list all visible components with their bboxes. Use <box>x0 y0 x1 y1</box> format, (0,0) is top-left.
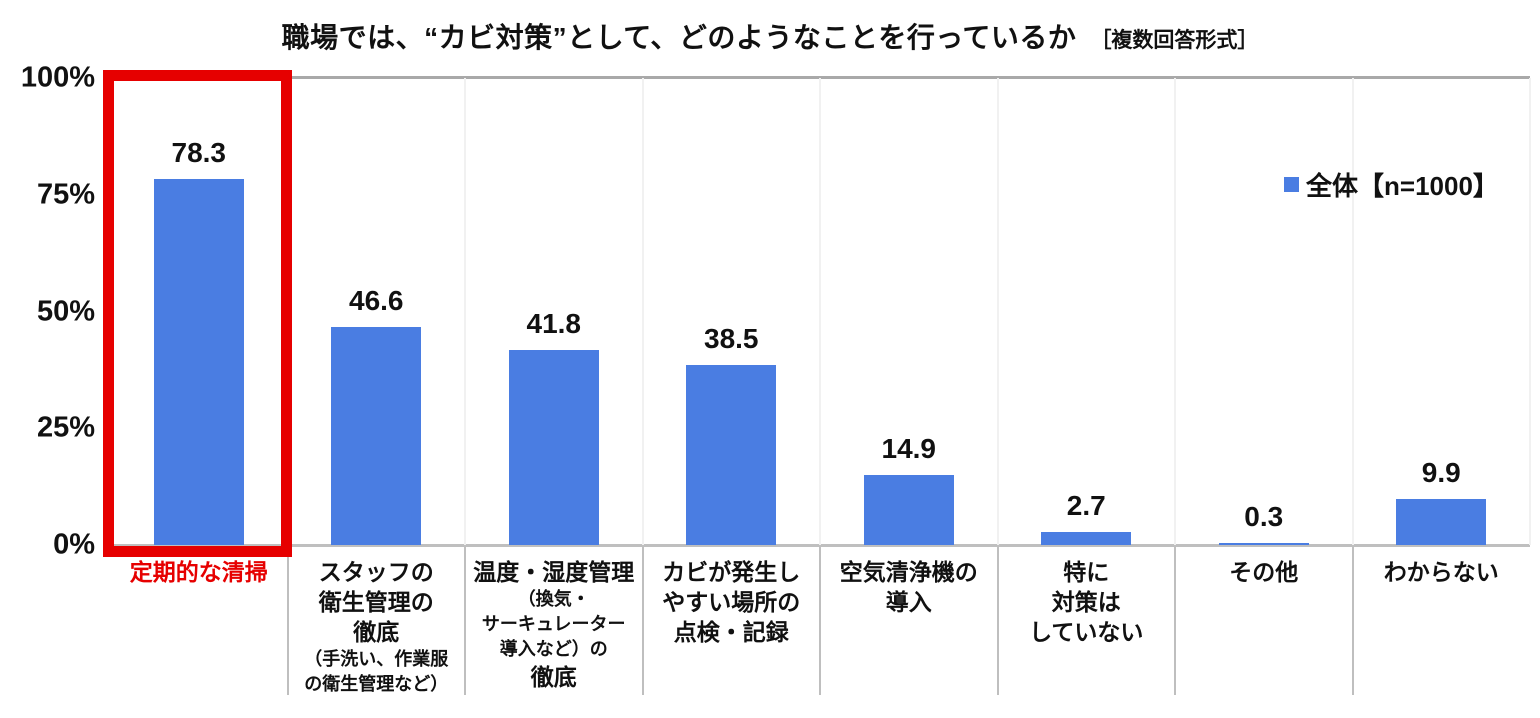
bar-value-label: 9.9 <box>1421 456 1461 488</box>
x-axis-label-line: （換気・ <box>517 589 590 609</box>
bar-4 <box>686 365 777 545</box>
bar-value-label: 0.3 <box>1244 501 1284 532</box>
y-axis-tick-label: 25% <box>36 411 95 444</box>
x-axis-label-line: 特に <box>1063 559 1110 585</box>
legend: 全体【n=1000】 <box>1284 166 1499 203</box>
x-axis-label: カビが発生し やすい場所の 点検・記録 <box>643 557 821 718</box>
x-axis-label: 温度・湿度管理 （換気・サーキュレーター 導入など）の徹底 <box>465 557 643 718</box>
vertical-gridline <box>1174 78 1176 545</box>
x-axis-label-line: やすい場所の <box>662 589 801 615</box>
bar-value-label: 78.3 <box>171 137 227 169</box>
vertical-gridline <box>464 78 466 545</box>
category-separator <box>641 545 644 695</box>
category-separator <box>464 545 466 695</box>
category-separator <box>1174 545 1176 695</box>
vertical-gridline <box>641 78 644 545</box>
category-separator <box>286 545 289 695</box>
bar-value-label: 46.6 <box>349 285 404 317</box>
legend-swatch-icon <box>1284 177 1299 192</box>
vertical-gridline <box>996 78 999 545</box>
vertical-gridline <box>1351 78 1354 545</box>
y-axis-tick-label: 100% <box>20 61 95 94</box>
bar-value-label: 41.8 <box>526 307 582 339</box>
x-axis-label: 空気清浄機の 導入 <box>820 557 998 718</box>
bar-value-label: 14.9 <box>881 433 937 465</box>
chart-title-suffix: ［複数回答形式］ <box>1090 29 1259 52</box>
legend-label: 全体【n=1000】 <box>1306 171 1499 201</box>
x-axis-label: 定期的な清掃 <box>110 557 288 718</box>
bar-7 <box>1218 543 1309 545</box>
x-axis-label-line: 温度・湿度管理 <box>473 559 635 585</box>
category-separator <box>819 545 821 695</box>
category-separator <box>1351 545 1354 695</box>
x-axis-label-line: カビが発生し <box>662 559 801 585</box>
x-axis-label-line: 徹底 <box>353 619 400 645</box>
y-axis-tick-label: 50% <box>36 295 95 327</box>
category-separator <box>996 545 999 695</box>
chart-title-row: 職場では、“カビ対策”として、どのようなことを行っているか ［複数回答形式］ <box>0 16 1540 56</box>
top-gridline <box>110 76 1530 79</box>
bar-5 <box>863 475 954 545</box>
x-axis-label-line: の衛生管理など） <box>304 674 449 694</box>
x-axis-label-line: 対策は <box>1051 589 1121 615</box>
x-axis-label-line: 徹底 <box>530 664 577 690</box>
chart-title: 職場では、“カビ対策”として、どのようなことを行っているか <box>281 22 1077 53</box>
x-axis-label-line: していない <box>1029 619 1144 645</box>
x-axis-label-line: スタッフの <box>318 559 434 585</box>
bar-value-label: 38.5 <box>704 323 759 355</box>
bar-2 <box>331 327 422 545</box>
x-axis-label-line: 導入 <box>885 589 932 615</box>
x-axis-label-line: 空気清浄機の <box>839 559 978 585</box>
bar-value-label: 2.7 <box>1066 490 1106 522</box>
x-axis-label-line: 定期的な清掃 <box>129 559 268 585</box>
vertical-gridline <box>819 78 821 545</box>
vertical-gridline <box>1529 78 1531 545</box>
x-axis-label: その他 <box>1175 557 1353 718</box>
x-axis-label-line: （手洗い、作業服 <box>304 649 449 669</box>
bar-8 <box>1396 498 1487 545</box>
x-axis-label-line: その他 <box>1229 559 1299 585</box>
x-axis-label-line: サーキュレーター <box>481 614 626 634</box>
y-axis-tick-label: 0% <box>53 528 95 561</box>
x-axis-label: わからない <box>1353 557 1531 718</box>
highlight-box <box>103 70 292 557</box>
x-axis-label-line: 点検・記録 <box>673 619 789 645</box>
x-axis-label: 特に対策はしていない <box>998 557 1176 718</box>
x-axis-label-line: 導入など）の <box>499 639 608 659</box>
plot-area: 78.3 46.6 41.8 38.5 14.9 2.7 0.3 9.9 <box>110 76 1531 547</box>
x-axis-label-line: 衛生管理の <box>318 589 434 615</box>
bar-1 <box>153 179 244 545</box>
bar-6 <box>1041 532 1132 545</box>
x-axis-label: スタッフの衛生管理の徹底 （手洗い、作業服 の衛生管理など） <box>288 557 466 718</box>
y-axis-tick-label: 75% <box>36 178 95 211</box>
bar-3 <box>508 349 599 545</box>
x-axis-label-line: わからない <box>1383 559 1499 585</box>
